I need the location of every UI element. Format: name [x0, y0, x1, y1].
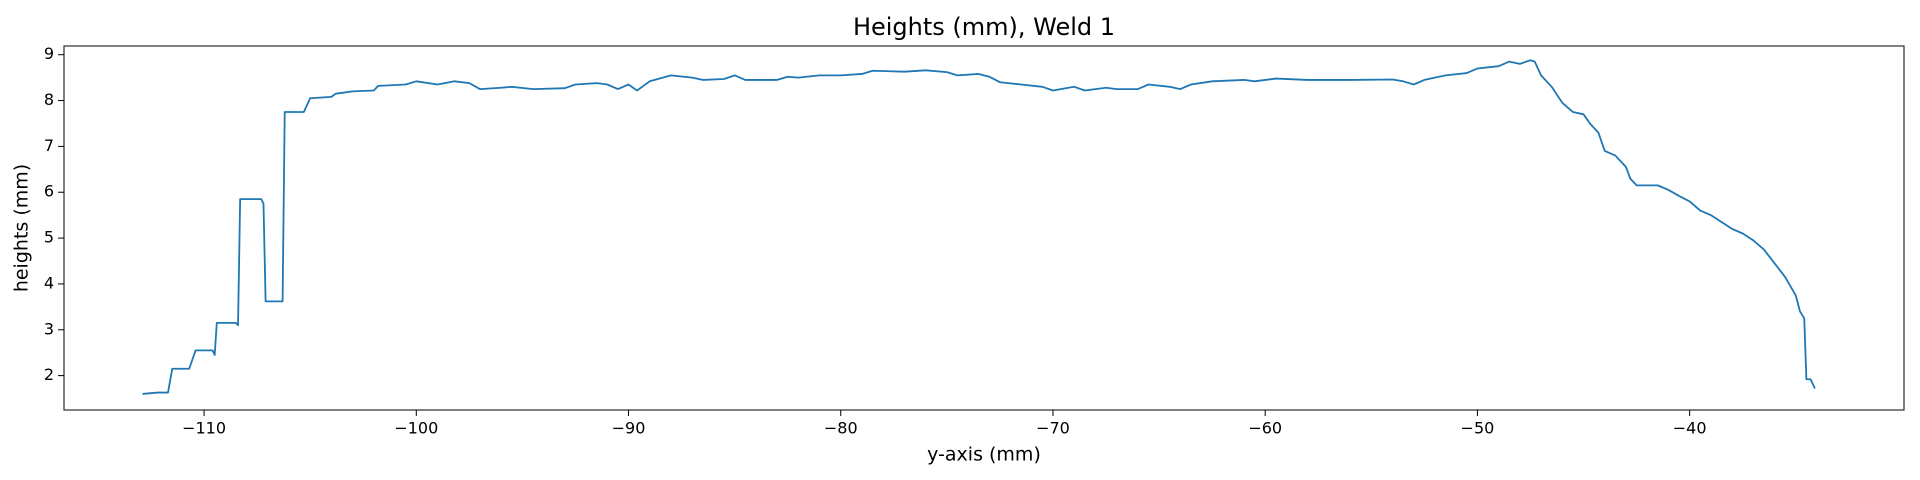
x-tick-label: −80 — [824, 419, 858, 438]
x-tick-label: −40 — [1673, 419, 1707, 438]
x-axis-label: y-axis (mm) — [927, 444, 1041, 466]
plot-frame — [63, 45, 1905, 411]
x-tick-label: −110 — [182, 419, 226, 438]
y-tick-label: 4 — [44, 273, 54, 292]
data-line — [142, 59, 1816, 395]
x-tick-label: −50 — [1461, 419, 1495, 438]
y-tick-label: 6 — [44, 182, 54, 201]
x-tick-label: −60 — [1248, 419, 1282, 438]
y-axis-label: heights (mm) — [11, 164, 33, 292]
y-tick-label: 2 — [44, 365, 54, 384]
x-tick-label: −70 — [1036, 419, 1070, 438]
x-tick-label: −90 — [612, 419, 646, 438]
y-tick-label: 5 — [44, 228, 54, 247]
x-tick-label: −100 — [394, 419, 438, 438]
y-tick-label: 9 — [44, 44, 54, 63]
y-tick-label: 3 — [44, 319, 54, 338]
chart-title: Heights (mm), Weld 1 — [853, 13, 1115, 41]
y-tick-label: 8 — [44, 90, 54, 109]
y-tick-label: 7 — [44, 136, 54, 155]
